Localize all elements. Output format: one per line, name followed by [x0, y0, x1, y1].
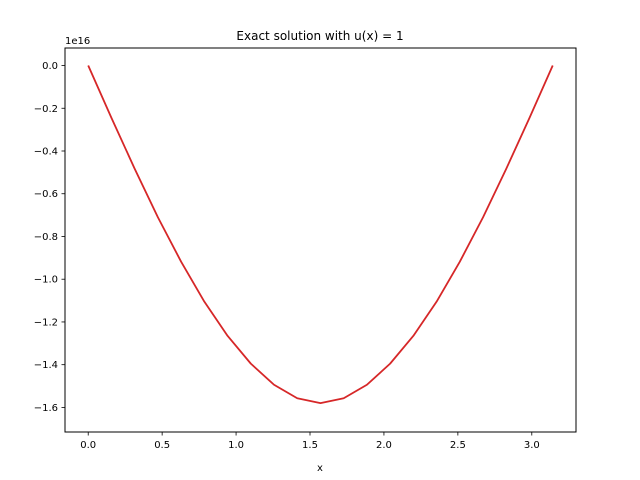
y-tick-label: −1.2: [34, 317, 58, 328]
axes-frame: [64, 47, 577, 433]
x-tick-label: 3.0: [524, 440, 540, 451]
x-axis-label: x: [317, 463, 323, 474]
y-tick-label: −1.4: [34, 360, 58, 371]
y-tick-label: −0.6: [34, 189, 58, 200]
x-tick-label: 0.5: [154, 440, 170, 451]
y-tick-label: −1.0: [34, 275, 58, 286]
y-tick-label: −1.6: [34, 403, 58, 414]
chart-title: Exact solution with u(x) = 1: [236, 29, 403, 43]
y-offset-label: 1e16: [65, 36, 90, 47]
x-tick-label: 2.5: [450, 440, 466, 451]
y-tick-label: −0.8: [34, 232, 58, 243]
x-tick-label: 1.0: [228, 440, 244, 451]
series-line: [87, 65, 554, 405]
y-tick-label: −0.4: [34, 146, 58, 157]
x-tick-label: 1.5: [302, 440, 318, 451]
y-tick-label: 0.0: [42, 61, 58, 72]
plot-area: [87, 65, 554, 405]
axis-ticks: 0.0 0.5 1.0 1.5 2.0 2.5 3.0 0.0 −0.2 −0.4 −0.6 −0.8…: [34, 61, 540, 451]
y-tick-label: −0.2: [34, 104, 58, 115]
x-tick-label: 2.0: [376, 440, 392, 451]
x-tick-label: 0.0: [80, 440, 96, 451]
